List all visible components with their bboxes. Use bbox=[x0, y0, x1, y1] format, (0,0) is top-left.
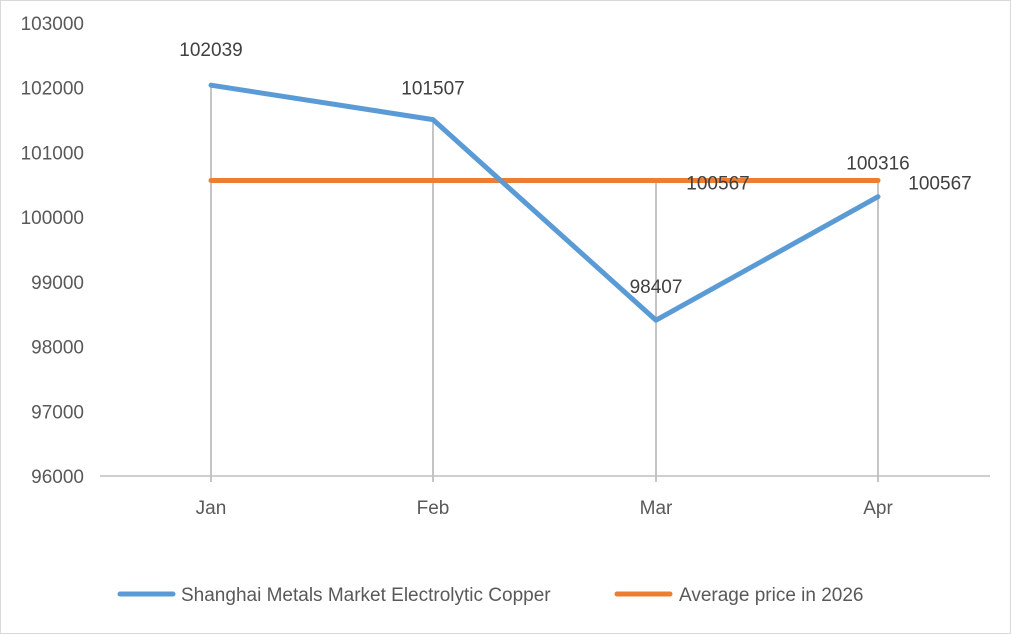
drop-lines bbox=[210, 85, 879, 482]
y-tick-label: 96000 bbox=[31, 467, 84, 488]
y-tick-label: 103000 bbox=[21, 14, 84, 35]
copper-price-line bbox=[208, 82, 881, 323]
data-label: 100567 bbox=[908, 173, 971, 194]
x-tick-label: Mar bbox=[640, 498, 673, 519]
legend-label: Shanghai Metals Market Electrolytic Copp… bbox=[181, 585, 551, 606]
data-label: 98407 bbox=[630, 277, 683, 298]
data-label: 101507 bbox=[401, 79, 464, 100]
x-tick-label: Jan bbox=[196, 498, 227, 519]
x-tick-label: Apr bbox=[863, 498, 893, 519]
y-tick-label: 101000 bbox=[21, 143, 84, 164]
x-axis: Jan Feb Mar Apr bbox=[196, 498, 894, 519]
y-axis: 96000 97000 98000 99000 100000 101000 102000 10… bbox=[21, 14, 84, 488]
data-label: 100567 bbox=[686, 173, 749, 194]
y-tick-label: 98000 bbox=[31, 338, 84, 359]
data-label: 102039 bbox=[179, 40, 242, 61]
series-lines bbox=[208, 82, 881, 323]
data-label: 100316 bbox=[846, 154, 909, 175]
y-tick-label: 100000 bbox=[21, 208, 84, 229]
y-tick-label: 102000 bbox=[21, 79, 84, 100]
x-tick-label: Feb bbox=[417, 498, 450, 519]
y-tick-label: 99000 bbox=[31, 273, 84, 294]
y-tick-label: 97000 bbox=[31, 402, 84, 423]
legend: Shanghai Metals Market Electrolytic Copp… bbox=[117, 585, 864, 606]
legend-label: Average price in 2026 bbox=[679, 585, 864, 606]
